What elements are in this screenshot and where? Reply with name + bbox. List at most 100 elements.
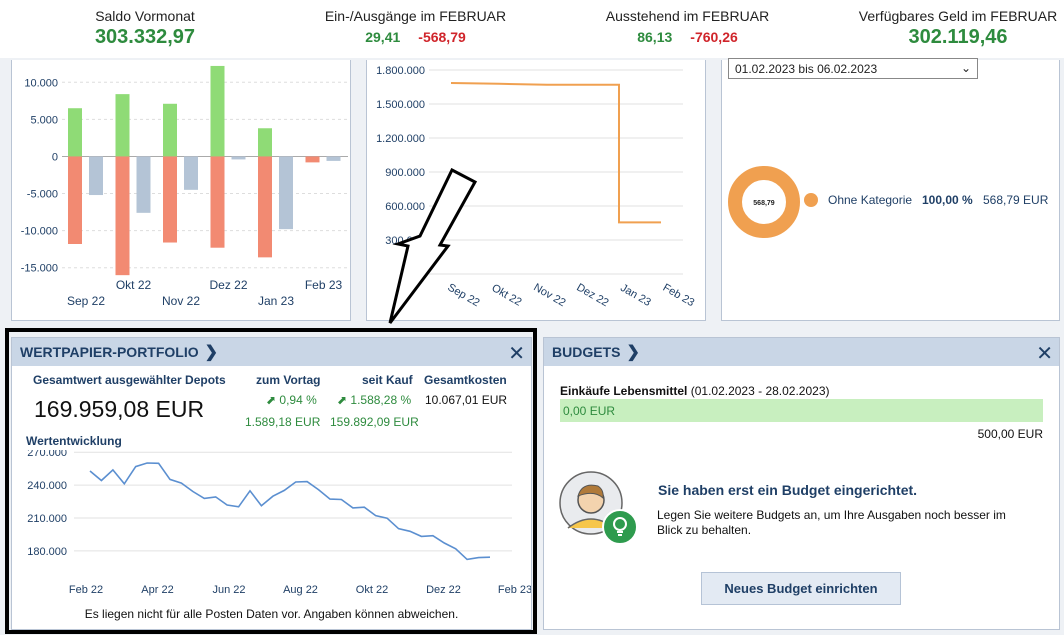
budget-limit: 500,00 EUR [977,427,1043,441]
balance-line-chart: 1.800.000 1.500.000 1.200.000 900.000 600.00… [376,65,697,310]
donut-center-label: 568,79 [753,200,775,207]
annotation-arrow-icon [388,168,478,324]
portfolio-panel: WERTPAPIER-PORTFOLIO ❯ ✕ Gesamtwert ausg… [11,337,532,630]
bar [163,103,177,157]
bar [279,156,293,230]
x-tick-label: Dez 22 [209,278,247,292]
summary-bar: Saldo Vormonat 303.332,97 Ein-/Ausgänge … [0,0,1064,58]
budget-info-title: Sie haben erst ein Budget eingerichtet. [658,482,918,498]
balance-line [450,82,661,224]
bar [231,156,246,160]
bar [68,156,82,244]
bar [89,156,103,196]
x-tick-label: Feb 23 [305,278,343,292]
portfolio-title-link[interactable]: WERTPAPIER-PORTFOLIO [20,344,199,360]
bar [115,94,130,157]
bar [326,156,341,161]
y-tick-label: 210.000 [27,513,67,525]
budget-progress-bar: 0,00 EUR [560,399,1043,422]
y-tick-label: 1.800.000 [376,65,425,77]
donut-ring [728,166,800,238]
prev-day-abs: 1.589,18 EUR [245,415,321,429]
y-tick-label: -10.000 [21,226,58,238]
bar [115,156,130,276]
prev-day-pct: ⬈ 0,94 % [266,393,317,407]
x-tick-label: Apr 22 [141,584,173,596]
x-tick-label: Nov 22 [162,294,200,308]
bar [210,65,225,157]
saldo-vormonat: Saldo Vormonat 303.332,97 [94,8,196,48]
cost-value: 10.067,01 EUR [425,393,508,407]
x-tick-label: Sep 22 [67,294,105,308]
chevron-right-icon[interactable]: ❯ [204,344,219,361]
bar [136,156,151,213]
x-tick-label: Dez 22 [574,281,610,309]
new-budget-button[interactable]: Neues Budget einrichten [701,572,901,605]
chevron-down-icon: ⌄ [960,61,971,75]
legend-dot [804,193,818,207]
total-value: 169.959,08 EUR [34,396,205,422]
budget-spent: 0,00 EUR [563,404,616,418]
y-tick-label: 5.000 [30,114,58,126]
y-tick-label: 1.200.000 [376,133,425,145]
performance-title: Wertentwicklung [26,434,122,448]
x-tick-label: Feb 23 [661,282,697,310]
cashflow-chart-panel: 10.000 5.000 0 -5.000 -10.000 -15.000 Sep 22 Ok… [11,60,351,321]
y-tick-label: 0 [52,151,58,163]
ein-ausgaenge: Ein-/Ausgänge im FEBRUAR 29,41 -568,79 [324,8,507,45]
y-tick-label: 180.000 [27,546,67,558]
cashflow-bar-chart: 10.000 5.000 0 -5.000 -10.000 -15.000 Sep 22 Ok… [21,65,348,308]
chevron-right-icon[interactable]: ❯ [626,344,640,361]
y-tick-label: -5.000 [27,189,58,201]
performance-chart: 270.000 240.000 210.000 180.000 Feb 22 Apr 22… [27,450,531,596]
close-icon[interactable]: ✕ [1036,343,1053,365]
since-buy-label: seit Kauf [362,373,413,387]
bar [184,156,198,190]
close-icon[interactable]: ✕ [508,343,525,365]
verfuegbares-geld: Verfügbares Geld im FEBRUAR 302.119,46 [858,8,1058,48]
ausstehend: Ausstehend im FEBRUAR 86,13 -760,26 [605,8,770,45]
arrow-up-right-icon: ⬈ [266,393,277,407]
bar [258,128,272,157]
x-tick-label: Feb 23 [498,584,531,596]
legend-category-name: Ohne Kategorie [828,193,912,207]
prev-day-label: zum Vortag [256,373,321,387]
y-tick-label: 270.000 [27,450,67,459]
bar [258,156,272,258]
budget-item-title: Einkäufe Lebensmittel (01.02.2023 - 28.0… [560,384,830,398]
performance-line [89,462,491,561]
x-tick-label: Jan 23 [618,282,653,309]
bar [163,156,177,243]
x-tick-label: Okt 22 [116,278,152,292]
x-tick-label: Dez 22 [426,584,461,596]
budgets-title-link[interactable]: BUDGETS [552,344,621,360]
y-tick-label: 900.000 [385,167,425,179]
arrow-up-right-icon: ⬈ [337,393,348,407]
y-tick-label: 10.000 [24,77,58,89]
legend-percent: 100,00 % [922,193,973,207]
cost-label: Gesamtkosten [424,373,507,387]
x-tick-label: Aug 22 [283,584,318,596]
total-label: Gesamtwert ausgewählter Depots [33,373,226,387]
x-tick-label: Nov 22 [531,281,567,309]
x-tick-label: Feb 22 [69,584,103,596]
y-tick-label: 1.500.000 [376,99,425,111]
category-donut-chart: 568,79 Ohne Kategorie 100,00 % 568,79 EU… [728,166,1049,238]
x-tick-label: Jan 23 [258,294,294,308]
portfolio-footnote: Es liegen nicht für alle Posten Daten vo… [84,607,459,621]
budget-info-text: Legen Sie weitere Budgets an, um Ihre Au… [657,508,1006,537]
bar [305,156,320,163]
x-tick-label: Jun 22 [212,584,245,596]
y-tick-label: 240.000 [27,480,67,492]
bar [68,108,82,157]
bar [210,156,225,248]
since-buy-pct: ⬈ 1.588,28 % [337,393,412,407]
x-tick-label: Okt 22 [356,584,388,596]
budgets-panel: BUDGETS ❯ ✕ Einkäufe Lebensmittel (01.02… [543,337,1060,630]
y-tick-label: 600.000 [385,201,425,213]
user-avatar-lightbulb-icon [559,471,638,545]
date-range-select[interactable]: 01.02.2023 bis 06.02.2023 ⌄ [728,58,978,79]
budgets-header: BUDGETS ❯ ✕ [544,338,1059,366]
portfolio-header: WERTPAPIER-PORTFOLIO ❯ ✕ [12,338,531,366]
category-panel: 01.02.2023 bis 06.02.2023 ⌄ 568,79 Ohne … [721,58,1060,321]
